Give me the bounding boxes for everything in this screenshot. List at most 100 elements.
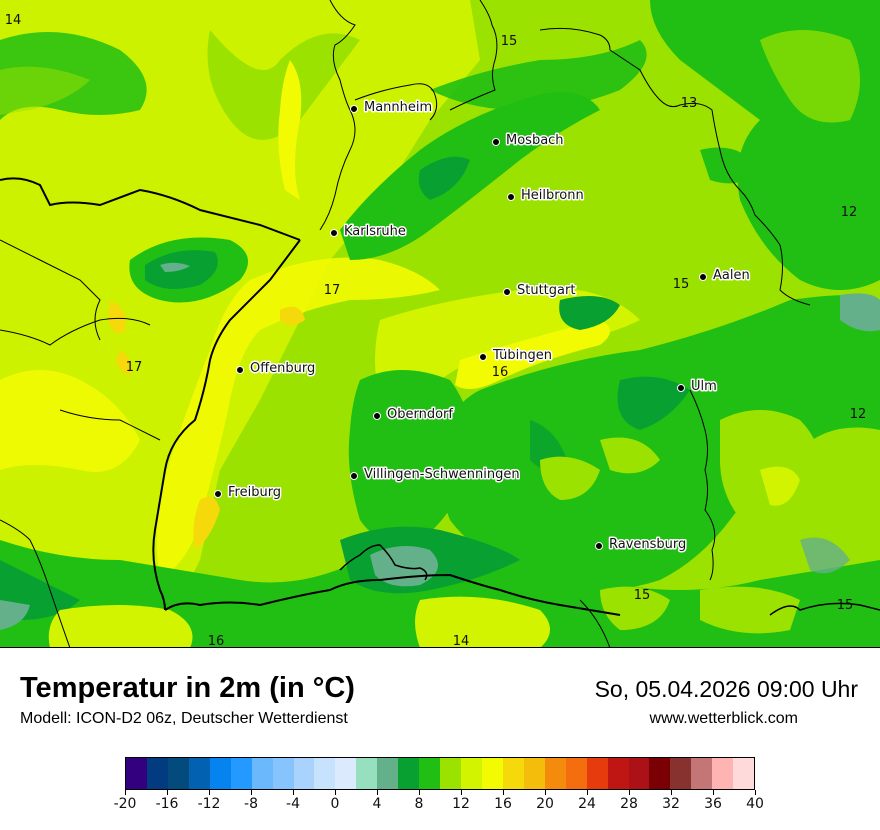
colorbar-bin xyxy=(461,758,482,789)
colorbar-bin xyxy=(440,758,461,789)
city-label: Freiburg xyxy=(228,485,281,500)
city-villingen-schwenningen[interactable]: Villingen-Schwenningen xyxy=(350,466,521,484)
colorbar-tick xyxy=(713,790,714,795)
city-dot-icon xyxy=(479,353,487,361)
colorbar-bin xyxy=(523,758,545,789)
city-karlsruhe[interactable]: Karlsruhe xyxy=(330,223,407,241)
colorbar-bin xyxy=(146,758,168,789)
city-freiburg[interactable]: Freiburg xyxy=(214,484,283,502)
city-ulm[interactable]: Ulm xyxy=(677,378,718,396)
colorbar-tick xyxy=(335,790,336,795)
city-dot-icon xyxy=(595,542,603,550)
temp-label: 12 xyxy=(841,205,858,220)
colorbar-bin xyxy=(481,758,503,789)
valid-datetime: So, 05.04.2026 09:00 Uhr xyxy=(594,676,858,702)
colorbar-bin xyxy=(649,758,671,789)
temp-label: 14 xyxy=(5,13,22,28)
colorbar-tick-label: -8 xyxy=(244,796,258,812)
temp-label: 15 xyxy=(837,598,854,613)
city-tuebingen[interactable]: Tübingen xyxy=(479,347,554,365)
colorbar-tick xyxy=(629,790,630,795)
city-mosbach[interactable]: Mosbach xyxy=(492,132,565,150)
city-label: Stuttgart xyxy=(517,283,575,298)
city-label: Offenburg xyxy=(250,361,315,376)
city-label: Tübingen xyxy=(492,348,552,363)
colorbar-tick-label: 28 xyxy=(620,796,638,812)
temp-label: 17 xyxy=(324,283,341,298)
colorbar-tick xyxy=(377,790,378,795)
colorbar-tick xyxy=(503,790,504,795)
colorbar-bin xyxy=(230,758,252,789)
city-label: Aalen xyxy=(713,268,750,283)
colorbar-tick-label: 16 xyxy=(494,796,512,812)
map-title: Temperatur in 2m (in °C) xyxy=(20,672,355,704)
colorbar-tick-label: -12 xyxy=(197,796,221,812)
city-dot-icon xyxy=(373,412,381,420)
city-label: Ulm xyxy=(691,379,717,394)
colorbar-bin xyxy=(209,758,231,789)
city-oberndorf[interactable]: Oberndorf xyxy=(373,406,455,424)
city-label: Villingen-Schwenningen xyxy=(364,467,520,482)
colorbar-bin xyxy=(251,758,273,789)
city-label: Ravensburg xyxy=(609,537,686,552)
colorbar-bin xyxy=(607,758,629,789)
city-markers: Mannheim Mosbach Heilbronn Karlsruhe Stu… xyxy=(214,99,751,554)
colorbar-tick xyxy=(461,790,462,795)
city-dot-icon xyxy=(699,273,707,281)
colorbar-bin xyxy=(586,758,608,789)
city-dot-icon xyxy=(503,288,511,296)
colorbar-tick-label: 40 xyxy=(746,796,764,812)
colorbar-bin xyxy=(544,758,566,789)
colorbar-tick xyxy=(587,790,588,795)
website-link[interactable]: www.wetterblick.com xyxy=(649,710,798,727)
colorbar-tick xyxy=(545,790,546,795)
colorbar-tick xyxy=(209,790,210,795)
city-label: Heilbronn xyxy=(521,188,584,203)
temp-label: 16 xyxy=(208,634,225,648)
city-aalen[interactable]: Aalen xyxy=(699,267,751,285)
colorbar-bin xyxy=(628,758,650,789)
colorbar-tick xyxy=(251,790,252,795)
city-mannheim[interactable]: Mannheim xyxy=(350,99,434,117)
colorbar-tick-label: -20 xyxy=(113,796,137,812)
city-label: Oberndorf xyxy=(387,407,453,422)
colorbar-tick-label: -16 xyxy=(155,796,179,812)
city-dot-icon xyxy=(330,229,338,237)
city-ravensburg[interactable]: Ravensburg xyxy=(595,536,688,554)
colorbar-bin xyxy=(670,758,692,789)
colorbar-tick-label: 0 xyxy=(330,796,340,812)
temp-label: 15 xyxy=(634,588,651,603)
temperature-labels: 14 15 13 12 17 15 17 16 12 15 15 16 14 xyxy=(5,13,867,648)
city-heilbronn[interactable]: Heilbronn xyxy=(507,187,585,205)
city-dot-icon xyxy=(492,138,500,146)
city-offenburg[interactable]: Offenburg xyxy=(236,360,317,378)
colorbar-bin xyxy=(356,758,378,789)
colorbar-tick-label: 20 xyxy=(536,796,554,812)
map-canvas: 14 15 13 12 17 15 17 16 12 15 15 16 14 M… xyxy=(0,0,880,648)
colorbar-bin xyxy=(335,758,357,789)
colorbar-tick xyxy=(419,790,420,795)
colorbar-tick-label: 4 xyxy=(372,796,382,812)
city-stuttgart[interactable]: Stuttgart xyxy=(503,282,577,300)
colorbar-tick xyxy=(671,790,672,795)
city-label: Mosbach xyxy=(506,133,564,148)
colorbar-tick-label: -4 xyxy=(286,796,300,812)
temp-label: 16 xyxy=(492,365,509,380)
colorbar-bin xyxy=(314,758,336,789)
model-source: Modell: ICON-D2 06z, Deutscher Wetterdie… xyxy=(20,710,348,727)
temp-label: 15 xyxy=(501,34,518,49)
colorbar-bin xyxy=(126,758,147,789)
colorbar-bin xyxy=(419,758,441,789)
colorbar-bin xyxy=(188,758,210,789)
colorbar-bin xyxy=(377,758,399,789)
colorbar-bin xyxy=(272,758,294,789)
temp-label: 12 xyxy=(850,407,867,422)
colorbar-tick xyxy=(755,790,756,795)
city-dot-icon xyxy=(507,193,515,201)
city-dot-icon xyxy=(350,472,358,480)
colorbar-bin xyxy=(502,758,524,789)
city-dot-icon xyxy=(350,105,358,113)
colorbar-bin xyxy=(293,758,315,789)
colorbar-tick xyxy=(167,790,168,795)
colorbar-tick xyxy=(293,790,294,795)
